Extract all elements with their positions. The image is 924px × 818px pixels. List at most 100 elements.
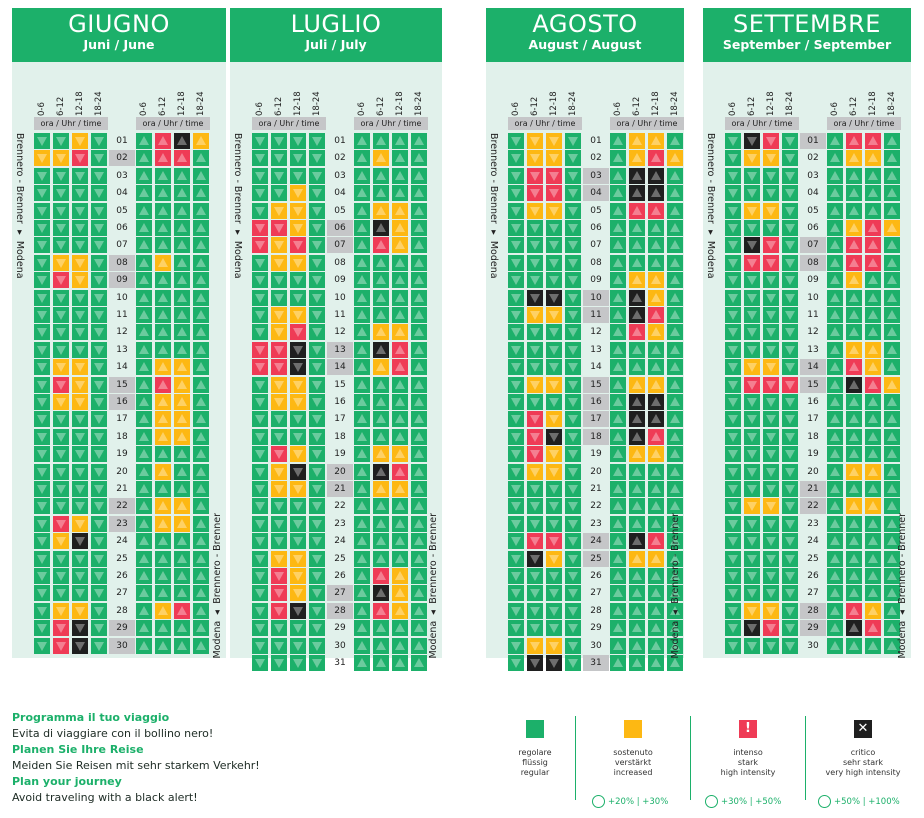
arrow-down-icon: [37, 328, 47, 338]
legend-divider: [805, 716, 806, 800]
traffic-cell: [354, 411, 370, 428]
arrow-up-icon: [632, 466, 642, 476]
traffic-cell: [725, 133, 741, 149]
traffic-cell: [290, 394, 306, 410]
day-number: 18: [334, 431, 346, 442]
traffic-cell: [193, 324, 209, 341]
arrow-down-icon: [312, 659, 322, 668]
traffic-cell: [565, 602, 581, 619]
time-slot-label: 6-12: [530, 96, 540, 116]
arrow-down-icon: [274, 606, 284, 616]
traffic-cell: [290, 428, 306, 445]
traffic-cell: [155, 307, 171, 323]
arrow-down-icon: [312, 432, 322, 442]
arrow-up-icon: [139, 501, 149, 511]
traffic-cell: [309, 220, 325, 236]
day-number: 28: [327, 602, 353, 619]
arrow-up-icon: [139, 153, 149, 163]
arrow-down-icon: [511, 189, 521, 199]
arrow-down-icon: [549, 171, 559, 181]
traffic-cell: [91, 150, 107, 167]
arrow-up-icon: [670, 205, 680, 215]
arrow-down-icon: [94, 485, 104, 494]
arrow-up-icon: [139, 136, 149, 145]
traffic-cell: [290, 307, 306, 323]
month-header: SETTEMBRE September / September: [703, 8, 911, 62]
arrow-up-icon: [177, 257, 187, 267]
traffic-cell: [865, 428, 881, 445]
arrow-up-icon: [357, 275, 367, 285]
traffic-cell: [610, 515, 626, 532]
arrow-down-icon: [728, 258, 738, 268]
traffic-cell: [865, 533, 881, 550]
arrow-up-icon: [139, 449, 149, 459]
traffic-cell: [354, 133, 370, 149]
arrow-up-icon: [651, 414, 661, 424]
traffic-cell: [271, 150, 287, 167]
traffic-cell: [155, 411, 171, 428]
traffic-cell: [174, 481, 190, 497]
traffic-cell: [136, 272, 152, 289]
arrow-down-icon: [728, 189, 738, 199]
arrow-down-icon: [530, 659, 540, 668]
time-slot-label: 6-12: [56, 96, 66, 116]
arrow-up-icon: [651, 588, 661, 598]
arrow-up-icon: [395, 275, 405, 285]
traffic-cell: [174, 341, 190, 358]
arrow-up-icon: [357, 605, 367, 615]
arrow-up-icon: [139, 292, 149, 302]
traffic-cell: [610, 533, 626, 550]
traffic-cell: [392, 394, 408, 410]
arrow-up-icon: [395, 397, 405, 406]
traffic-cell: [629, 655, 645, 671]
traffic-cell: [411, 498, 427, 515]
traffic-cell: [763, 289, 779, 306]
traffic-cell: [252, 533, 268, 550]
traffic-cell: [763, 185, 779, 202]
traffic-cell: [508, 272, 524, 289]
traffic-cell: [392, 498, 408, 515]
traffic-cell: [271, 307, 287, 323]
traffic-cell: [155, 602, 171, 619]
traffic-cell: [174, 411, 190, 428]
traffic-cell: [846, 463, 862, 480]
arrow-up-icon: [177, 275, 187, 285]
traffic-cell: [565, 167, 581, 184]
day-number: 17: [807, 414, 819, 425]
traffic-cell: [546, 428, 562, 445]
traffic-cell: [252, 620, 268, 637]
arrow-up-icon: [395, 605, 405, 615]
traffic-cell: [884, 620, 900, 637]
arrow-down-icon: [312, 293, 322, 303]
arrow-down-icon: [747, 241, 757, 251]
traffic-cell: [546, 167, 562, 184]
traffic-cell: [271, 585, 287, 602]
day-number: 29: [109, 620, 135, 637]
traffic-cell: [34, 237, 50, 254]
arrow-down-icon: [37, 485, 47, 494]
traffic-cell: [629, 220, 645, 236]
traffic-cell: [846, 341, 862, 358]
arrow-down-icon: [94, 328, 104, 338]
day-number: 29: [590, 623, 602, 634]
day-number: 21: [327, 481, 353, 497]
arrow-up-icon: [158, 240, 168, 250]
arrow-down-icon: [274, 189, 284, 199]
arrow-down-icon: [728, 224, 738, 233]
time-slot-label: 18-24: [312, 91, 322, 116]
arrow-down-icon: [255, 415, 265, 425]
arrow-up-icon: [357, 153, 367, 163]
day-number: 08: [590, 257, 602, 268]
traffic-cell: [373, 428, 389, 445]
traffic-cell: [53, 289, 69, 306]
arrow-up-icon: [177, 292, 187, 302]
arrow-down-icon: [94, 258, 104, 268]
arrow-down-icon: [56, 258, 66, 268]
traffic-cell: [782, 411, 798, 428]
arrow-down-icon: [766, 189, 776, 199]
arrow-down-icon: [785, 415, 795, 425]
traffic-cell: [508, 655, 524, 671]
traffic-cell: [865, 637, 881, 654]
day-number: 26: [116, 571, 128, 581]
traffic-cell: [309, 655, 325, 671]
